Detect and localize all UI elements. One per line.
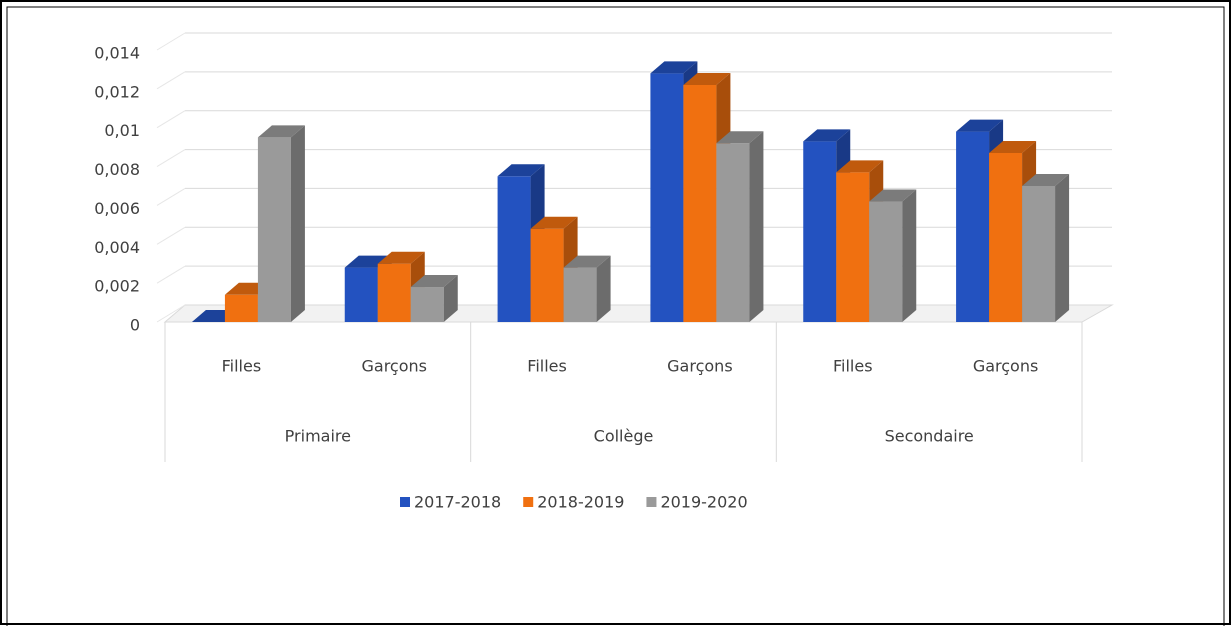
bar-front — [650, 73, 684, 322]
grid-line-side — [156, 188, 186, 206]
grid-line-side — [156, 265, 186, 284]
bar-top — [956, 119, 1004, 132]
grid-line-side — [156, 32, 186, 51]
y-tick-label: 0,004 — [94, 238, 140, 257]
bar-front — [716, 143, 750, 322]
bar-front — [497, 176, 531, 322]
legend-label: 2018-2019 — [537, 493, 624, 512]
bar-top — [1022, 174, 1070, 186]
y-tick-label: 0,01 — [104, 121, 140, 140]
bar-top — [836, 160, 884, 173]
bar-top — [683, 72, 731, 85]
bar-front — [869, 201, 903, 322]
y-tick-label: 0,006 — [94, 199, 140, 218]
bar-front — [224, 294, 258, 322]
grid-line-side — [156, 149, 186, 167]
bar-top — [530, 216, 578, 229]
group-label: Collège — [594, 427, 654, 446]
bar-front — [836, 172, 870, 322]
group-label: Primaire — [285, 427, 351, 446]
bar-side — [1055, 174, 1070, 322]
bar-side — [596, 255, 611, 322]
bar-front — [1022, 186, 1056, 322]
grid-line-side — [156, 110, 186, 129]
y-tick-label: 0 — [130, 316, 140, 335]
grid-line-side — [156, 304, 186, 323]
legend-label: 2019-2020 — [660, 493, 747, 512]
y-tick-label: 0,002 — [94, 277, 140, 296]
grid-line-side — [156, 226, 186, 245]
bar-front — [344, 267, 378, 322]
bar-top — [257, 125, 305, 138]
bar-front — [257, 137, 291, 322]
legend-swatch — [523, 497, 534, 507]
bar-front — [563, 267, 597, 322]
bar-top — [989, 140, 1037, 153]
y-tick-label: 0,014 — [94, 44, 140, 63]
grid-line-side — [156, 71, 186, 90]
bar-front — [377, 263, 411, 322]
bar-front — [803, 141, 837, 322]
x-tick-label: Garçons — [667, 357, 733, 376]
bar-side — [749, 131, 764, 322]
bar-top — [497, 164, 545, 177]
legend-swatch — [400, 497, 410, 507]
x-tick-label: Filles — [527, 357, 567, 376]
bar-top — [716, 131, 764, 144]
bar-front — [530, 228, 564, 322]
frame-inner — [6, 6, 1225, 626]
legend-label: 2017-2018 — [414, 493, 501, 512]
x-tick-label: Garçons — [973, 357, 1039, 376]
group-label: Secondaire — [885, 427, 974, 446]
y-tick-label: 0,008 — [94, 160, 140, 179]
bar-front — [410, 287, 444, 322]
x-tick-label: Filles — [833, 357, 873, 376]
bar-side — [290, 125, 305, 322]
bar-top — [803, 129, 851, 142]
bar-side — [443, 275, 458, 322]
bar-side — [902, 189, 917, 322]
bar-top — [869, 189, 917, 202]
bar-top — [410, 275, 458, 288]
bar-front — [683, 84, 717, 322]
bar-top — [650, 61, 698, 74]
x-tick-label: Garçons — [362, 357, 428, 376]
bar-front — [989, 152, 1023, 322]
bar-front — [956, 131, 990, 322]
legend-swatch — [646, 497, 657, 507]
bar-top — [563, 255, 611, 268]
x-tick-label: Filles — [222, 357, 262, 376]
bar-top — [377, 251, 425, 264]
y-tick-label: 0,012 — [94, 82, 140, 101]
